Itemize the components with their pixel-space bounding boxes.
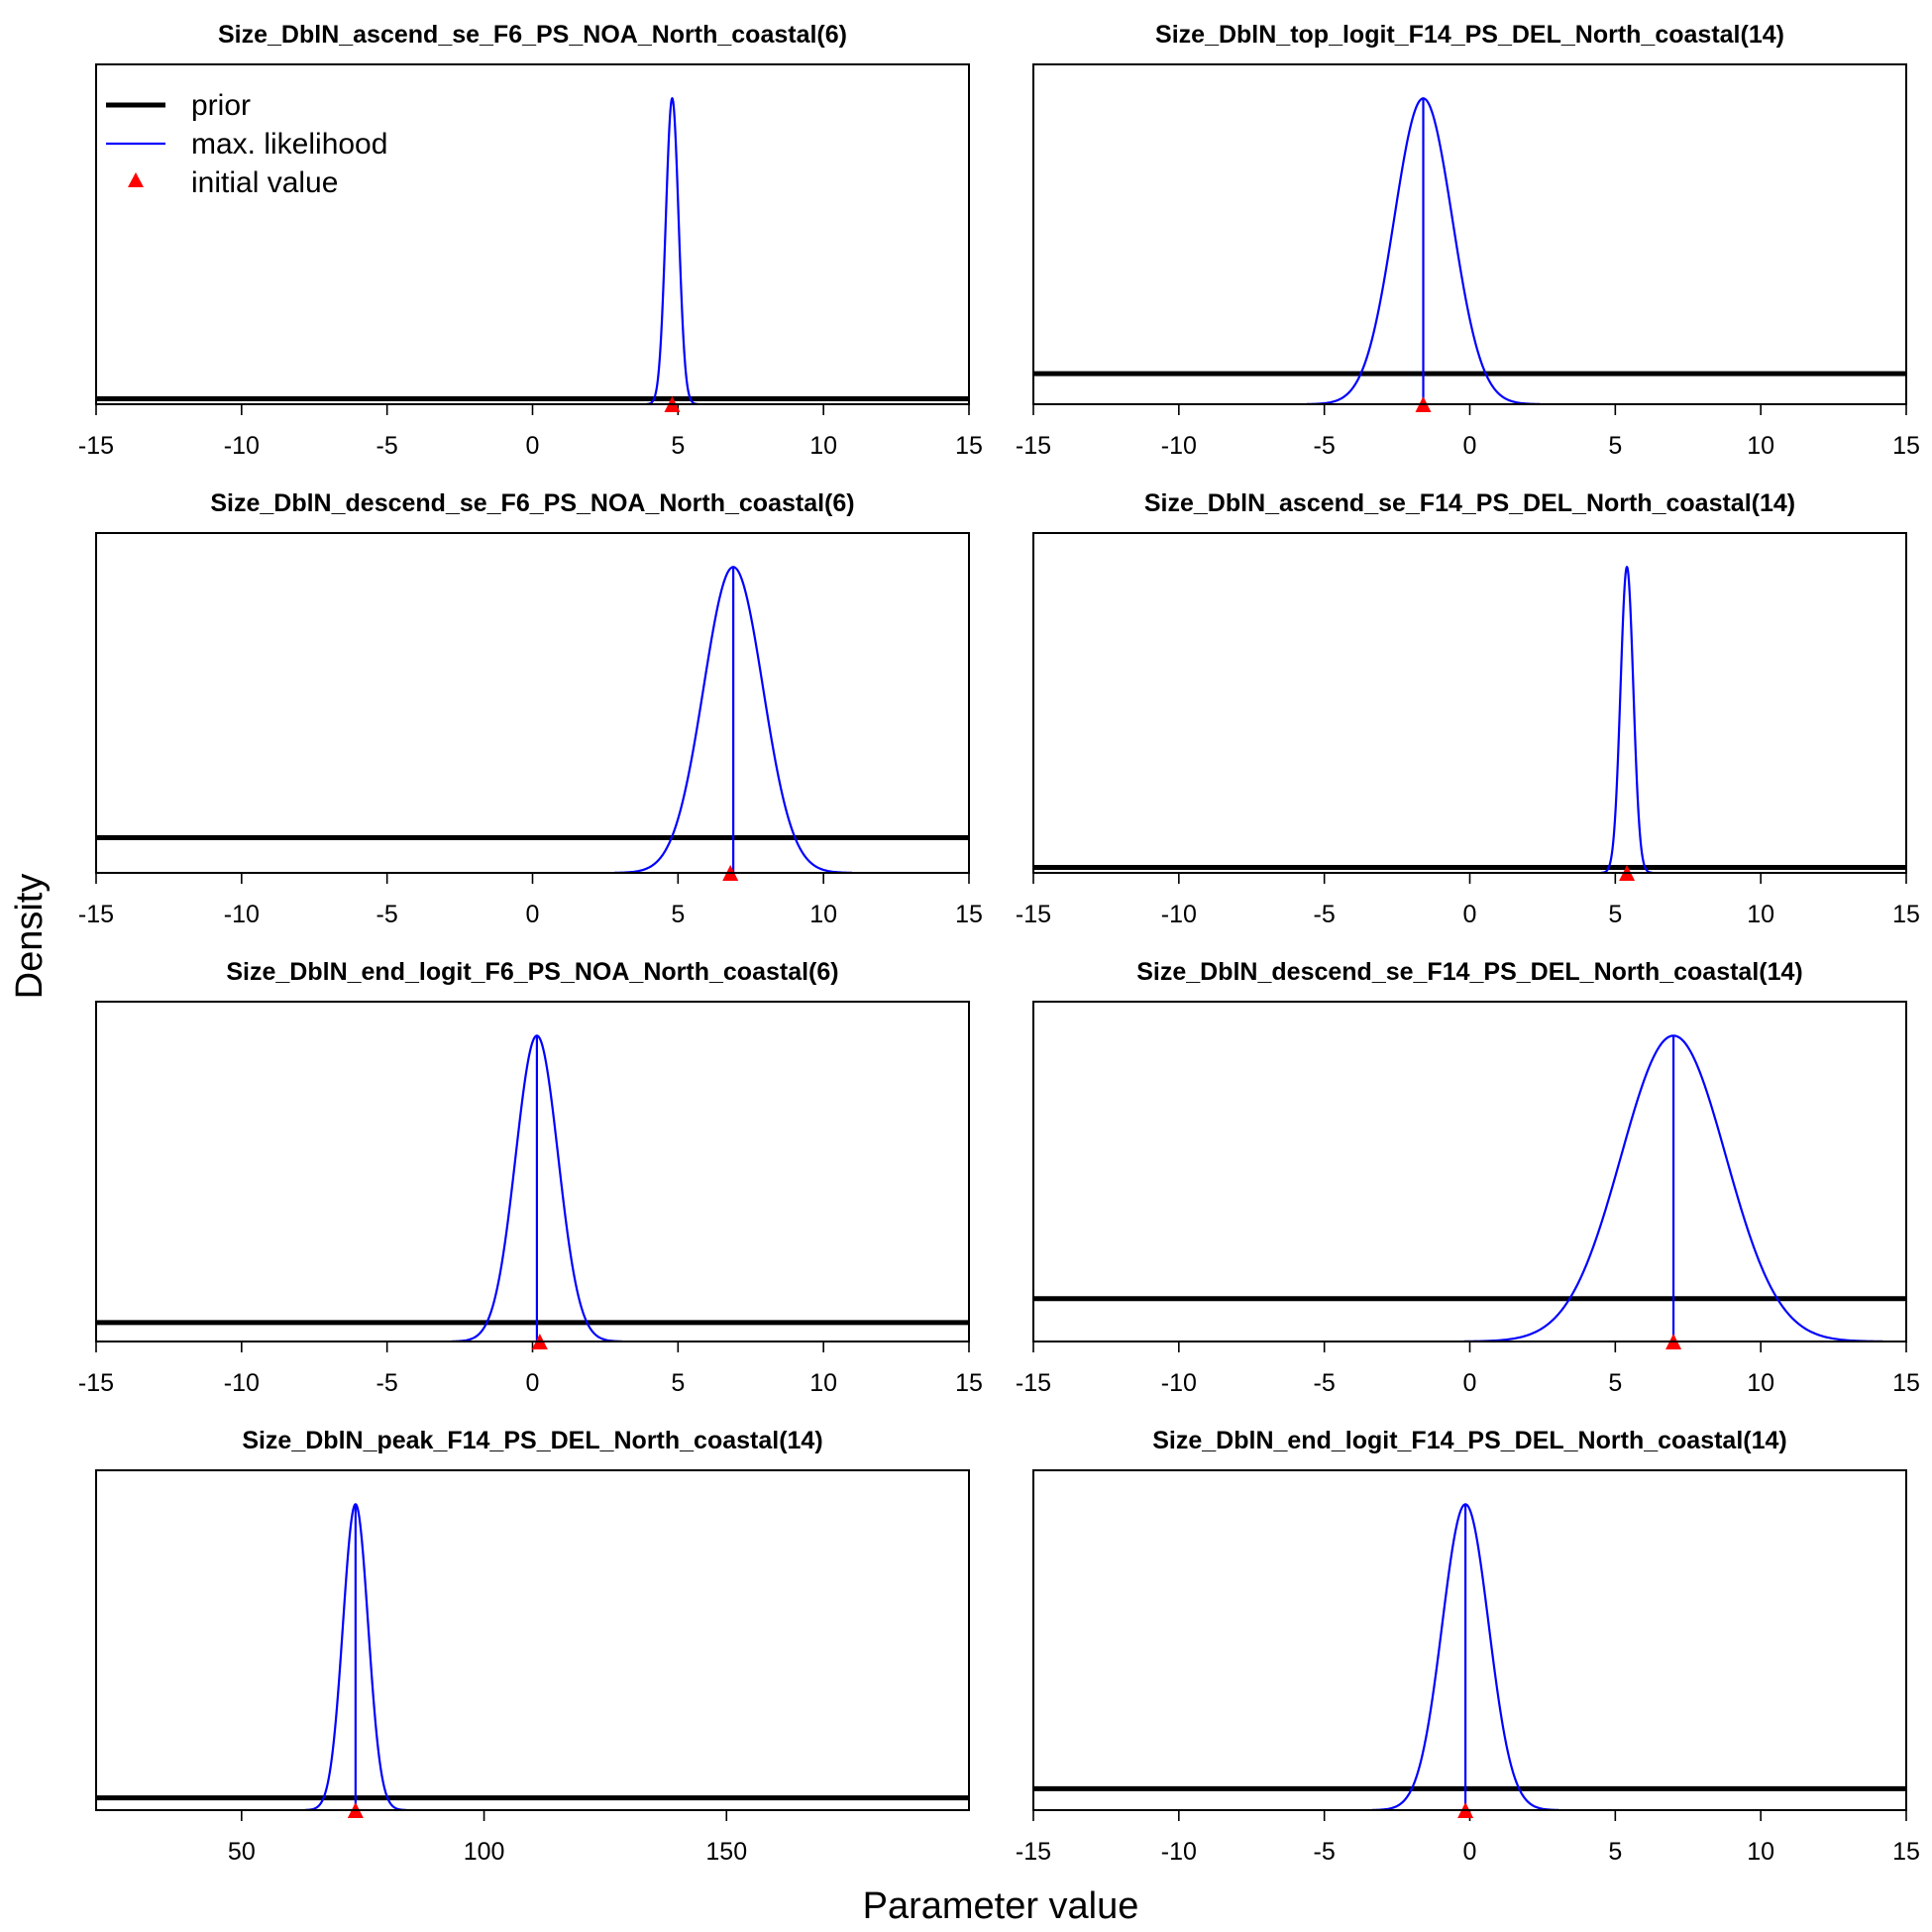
x-tick-label: 0 bbox=[526, 432, 540, 460]
panel-4: Size_DblN_ascend_se_F14_PS_DEL_North_coa… bbox=[1016, 489, 1920, 928]
x-tick-label: -5 bbox=[1314, 432, 1336, 460]
x-tick-label: 0 bbox=[1463, 432, 1477, 460]
x-tick-label: 10 bbox=[1747, 901, 1774, 928]
y-axis-label: Density bbox=[9, 874, 51, 1000]
panel-title: Size_DblN_top_logit_F14_PS_DEL_North_coa… bbox=[1155, 21, 1784, 49]
x-tick-label: 0 bbox=[526, 1369, 540, 1397]
x-tick-label: 5 bbox=[1608, 901, 1622, 928]
x-tick-label: 100 bbox=[464, 1838, 505, 1866]
x-tick-label: -10 bbox=[224, 432, 260, 460]
ml-density-curve bbox=[1601, 565, 1654, 874]
plot-frame bbox=[1032, 532, 1907, 874]
panel-title: Size_DblN_end_logit_F14_PS_DEL_North_coa… bbox=[1152, 1427, 1786, 1454]
x-tick-label: -15 bbox=[1016, 901, 1051, 928]
plot-frame bbox=[95, 1001, 970, 1342]
plot-frame bbox=[95, 1469, 970, 1811]
x-tick-label: 10 bbox=[1747, 1369, 1774, 1397]
x-tick-label: -10 bbox=[1161, 1838, 1197, 1866]
x-tick-label: -15 bbox=[78, 432, 114, 460]
panel-title: Size_DblN_ascend_se_F6_PS_NOA_North_coas… bbox=[218, 21, 847, 49]
legend-item: initial value bbox=[128, 166, 338, 199]
panel-title: Size_DblN_descend_se_F14_PS_DEL_North_co… bbox=[1136, 958, 1803, 986]
x-tick-label: -15 bbox=[1016, 1369, 1051, 1397]
x-tick-label: 5 bbox=[671, 432, 685, 460]
x-tick-label: 15 bbox=[1892, 1369, 1920, 1397]
x-tick-label: -10 bbox=[1161, 1369, 1197, 1397]
panel-3: Size_DblN_descend_se_F6_PS_NOA_North_coa… bbox=[78, 489, 983, 928]
x-tick-label: -5 bbox=[1314, 1369, 1336, 1397]
legend-item: prior bbox=[106, 89, 251, 122]
x-tick-label: -10 bbox=[224, 901, 260, 928]
x-tick-label: 5 bbox=[1608, 432, 1622, 460]
plot-frame bbox=[1032, 1001, 1907, 1342]
x-tick-label: 15 bbox=[1892, 432, 1920, 460]
plot-frame bbox=[1032, 1469, 1907, 1811]
panel-1: Size_DblN_ascend_se_F6_PS_NOA_North_coas… bbox=[78, 21, 983, 460]
x-tick-label: -15 bbox=[1016, 432, 1051, 460]
panels: Size_DblN_ascend_se_F6_PS_NOA_North_coas… bbox=[78, 21, 1920, 1866]
x-tick-label: 50 bbox=[228, 1838, 256, 1866]
x-tick-label: 0 bbox=[1463, 1369, 1477, 1397]
x-tick-label: 15 bbox=[1892, 901, 1920, 928]
plot-frame bbox=[95, 63, 970, 405]
panel-title: Size_DblN_descend_se_F6_PS_NOA_North_coa… bbox=[210, 489, 854, 517]
panel-2: Size_DblN_top_logit_F14_PS_DEL_North_coa… bbox=[1016, 21, 1920, 460]
legend-label: initial value bbox=[191, 166, 338, 199]
legend: prior max. likelihood initial value bbox=[106, 89, 387, 199]
x-tick-label: 0 bbox=[526, 901, 540, 928]
panel-title: Size_DblN_end_logit_F6_PS_NOA_North_coas… bbox=[226, 958, 838, 986]
x-tick-label: -10 bbox=[1161, 432, 1197, 460]
panel-6: Size_DblN_descend_se_F14_PS_DEL_North_co… bbox=[1016, 958, 1920, 1397]
legend-item: max. likelihood bbox=[106, 128, 387, 161]
legend-label: max. likelihood bbox=[191, 128, 387, 161]
ml-density-curve bbox=[646, 96, 698, 405]
x-tick-label: -5 bbox=[376, 1369, 398, 1397]
x-tick-label: 15 bbox=[1892, 1838, 1920, 1866]
x-tick-label: 10 bbox=[809, 1369, 837, 1397]
x-tick-label: 5 bbox=[671, 901, 685, 928]
x-tick-label: -5 bbox=[376, 432, 398, 460]
x-tick-label: -5 bbox=[1314, 901, 1336, 928]
x-tick-label: -10 bbox=[224, 1369, 260, 1397]
x-tick-label: 10 bbox=[1747, 432, 1774, 460]
x-axis-label: Parameter value bbox=[863, 1885, 1139, 1927]
plot-frame bbox=[95, 532, 970, 874]
x-tick-label: -5 bbox=[376, 901, 398, 928]
legend-label: prior bbox=[191, 89, 251, 122]
panel-8: Size_DblN_end_logit_F14_PS_DEL_North_coa… bbox=[1016, 1427, 1920, 1866]
x-tick-label: 5 bbox=[1608, 1838, 1622, 1866]
legend-swatch bbox=[128, 172, 144, 187]
panel-7: Size_DblN_peak_F14_PS_DEL_North_coastal(… bbox=[95, 1427, 970, 1866]
x-tick-label: -10 bbox=[1161, 901, 1197, 928]
x-tick-label: 150 bbox=[705, 1838, 747, 1866]
panel-title: Size_DblN_ascend_se_F14_PS_DEL_North_coa… bbox=[1144, 489, 1795, 517]
x-tick-label: 0 bbox=[1463, 901, 1477, 928]
plot-frame bbox=[1032, 63, 1907, 405]
panel-title: Size_DblN_peak_F14_PS_DEL_North_coastal(… bbox=[242, 1427, 822, 1454]
x-tick-label: 0 bbox=[1463, 1838, 1477, 1866]
x-tick-label: 10 bbox=[809, 432, 837, 460]
x-tick-label: -15 bbox=[78, 1369, 114, 1397]
x-tick-label: 15 bbox=[955, 901, 983, 928]
x-tick-label: -15 bbox=[78, 901, 114, 928]
x-tick-label: -5 bbox=[1314, 1838, 1336, 1866]
x-tick-label: -15 bbox=[1016, 1838, 1051, 1866]
panel-5: Size_DblN_end_logit_F6_PS_NOA_North_coas… bbox=[78, 958, 983, 1397]
x-tick-label: 10 bbox=[809, 901, 837, 928]
x-tick-label: 5 bbox=[1608, 1369, 1622, 1397]
x-tick-label: 10 bbox=[1747, 1838, 1774, 1866]
x-tick-label: 15 bbox=[955, 432, 983, 460]
x-tick-label: 5 bbox=[671, 1369, 685, 1397]
x-tick-label: 15 bbox=[955, 1369, 983, 1397]
